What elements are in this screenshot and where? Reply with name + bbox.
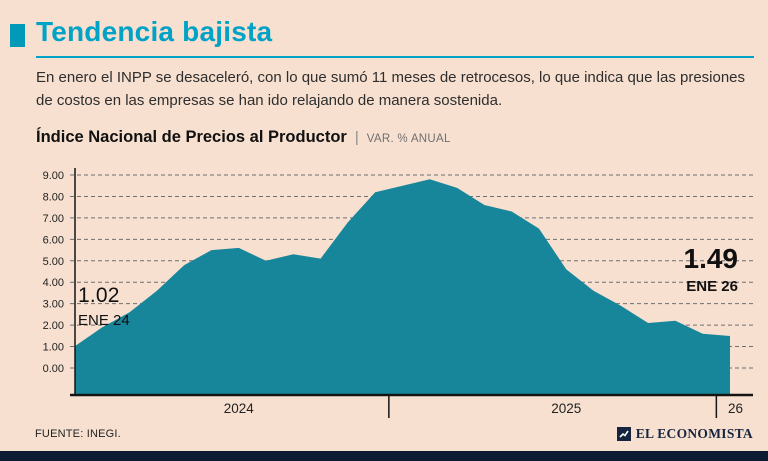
svg-text:6.00: 6.00	[43, 234, 64, 246]
bottom-accent-bar	[0, 451, 768, 461]
annotation-end-value: 1.49	[683, 243, 739, 274]
svg-text:5.00: 5.00	[43, 256, 64, 268]
svg-text:7.00: 7.00	[43, 213, 64, 225]
chart-subtitle: VAR. % ANUAL	[366, 133, 451, 145]
svg-text:2025: 2025	[551, 401, 581, 416]
title-underline-rule	[36, 56, 754, 58]
svg-text:26: 26	[728, 401, 743, 416]
annotation-start-value: 1.02	[78, 284, 120, 307]
chart-title: Índice Nacional de Precios al Productor	[36, 128, 347, 146]
annotation-end-label: ENE 26	[686, 278, 738, 295]
publisher-logo-text: EL ECONOMISTA	[635, 426, 753, 441]
source-note: FUENTE: INEGI.	[35, 428, 121, 440]
publisher-logo: EL ECONOMISTA	[616, 426, 753, 442]
svg-text:9.00: 9.00	[43, 170, 64, 182]
inpp-area-chart: 0.00 1.00 2.00 3.00 4.00 5.00 6.00 7.00 8.00 9.00…	[0, 150, 768, 422]
chart-title-row: Índice Nacional de Precios al Productor …	[36, 128, 451, 147]
area-chart-svg: 0.00 1.00 2.00 3.00 4.00 5.00 6.00 7.00 8.00 9.00…	[43, 168, 753, 418]
svg-text:2024: 2024	[224, 401, 255, 416]
svg-text:2.00: 2.00	[43, 320, 64, 332]
svg-text:0.00: 0.00	[43, 363, 64, 375]
title-bullet-square	[10, 24, 25, 47]
annotation-start-label: ENE 24	[78, 312, 130, 329]
chart-title-separator: |	[354, 129, 359, 146]
chart-description: En enero el INPP se desaceleró, con lo q…	[36, 69, 746, 109]
annotation-start: 1.02 ENE 24	[78, 284, 130, 329]
page-title: Tendencia bajista	[36, 16, 273, 47]
annotation-end: 1.49 ENE 26	[684, 243, 739, 295]
svg-text:4.00: 4.00	[43, 277, 64, 289]
svg-text:1.00: 1.00	[43, 342, 64, 354]
el-economista-logo-icon	[616, 427, 631, 441]
svg-text:3.00: 3.00	[43, 299, 64, 311]
svg-text:8.00: 8.00	[43, 191, 64, 203]
